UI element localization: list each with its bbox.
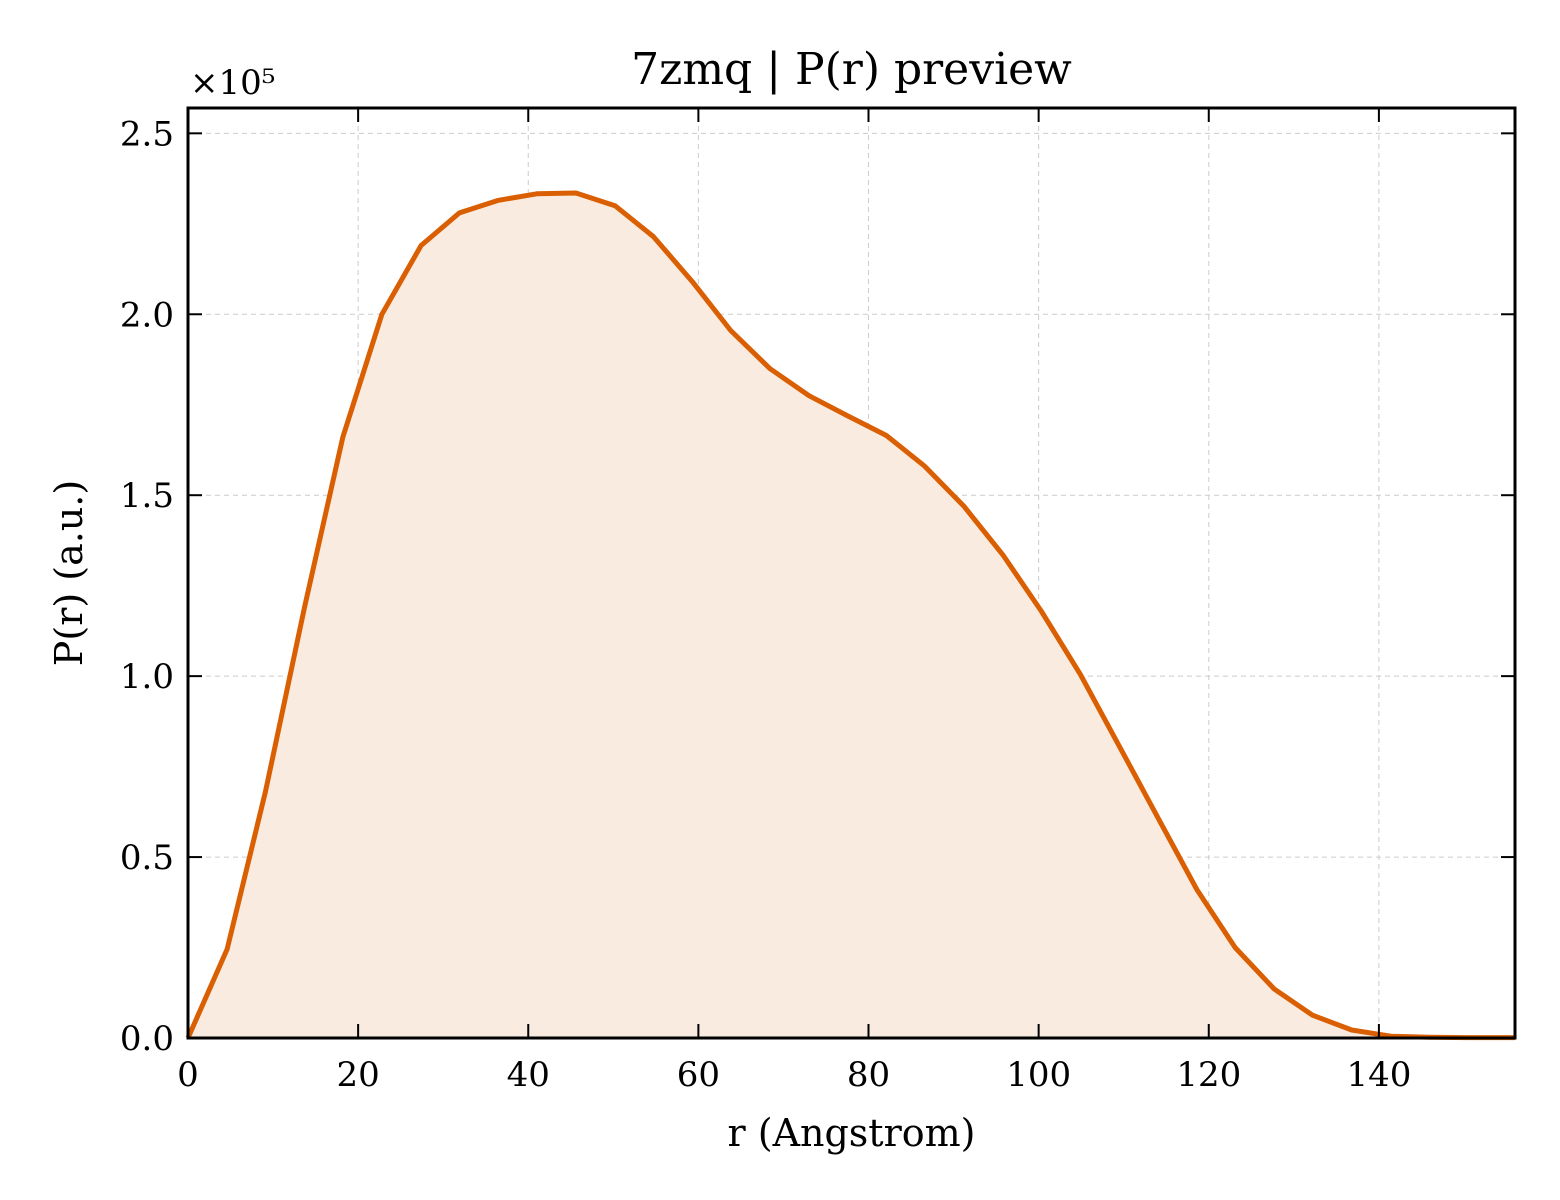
x-tick-label: 80 — [847, 1055, 890, 1095]
y-tick-label: 0.0 — [120, 1019, 174, 1059]
chart-title: 7zmq | P(r) preview — [631, 44, 1072, 95]
x-tick-label: 140 — [1346, 1055, 1411, 1095]
y-tick-label: 2.0 — [120, 295, 174, 335]
pr-curve-line — [185, 190, 1515, 1041]
x-tick-label: 60 — [677, 1055, 720, 1095]
y-tick-label: 0.5 — [120, 838, 174, 878]
x-axis-label: r (Angstrom) — [728, 1111, 976, 1155]
x-tick-label: 20 — [336, 1055, 379, 1095]
x-tick-label: 0 — [177, 1055, 199, 1095]
plot-frame — [186, 106, 1517, 1040]
y-axis-offset-label: ×10⁵ — [190, 63, 275, 103]
x-tick-label: 40 — [507, 1055, 550, 1095]
y-tick-label: 1.0 — [120, 657, 174, 697]
y-tick-label: 1.5 — [120, 476, 174, 516]
x-tick-label: 100 — [1006, 1055, 1071, 1095]
y-axis-label: P(r) (a.u.) — [47, 480, 91, 666]
pr-area-fill — [188, 193, 1515, 1038]
axis-ticks — [187, 108, 1515, 1039]
y-tick-label: 2.5 — [120, 114, 174, 154]
x-tick-label: 120 — [1176, 1055, 1241, 1095]
